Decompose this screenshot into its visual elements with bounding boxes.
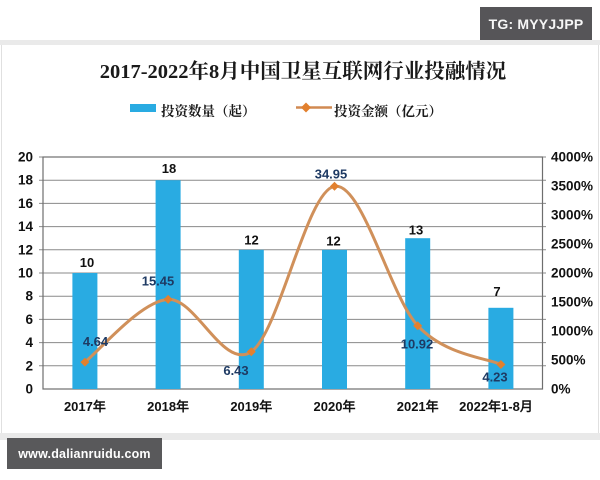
svg-text:3500%: 3500% <box>551 179 593 194</box>
svg-text:2: 2 <box>25 358 33 373</box>
svg-text:10.92: 10.92 <box>401 337 434 352</box>
svg-text:10: 10 <box>80 255 94 270</box>
svg-text:3000%: 3000% <box>551 208 593 223</box>
svg-text:10: 10 <box>18 266 33 281</box>
svg-text:4: 4 <box>25 335 33 350</box>
svg-text:0: 0 <box>25 382 33 397</box>
svg-text:13: 13 <box>409 223 423 238</box>
svg-text:4.23: 4.23 <box>482 370 507 385</box>
svg-text:18: 18 <box>162 161 176 176</box>
svg-text:16: 16 <box>18 196 34 211</box>
svg-text:2022年1-8月: 2022年1-8月 <box>459 399 533 414</box>
svg-text:18: 18 <box>18 173 34 188</box>
svg-text:2020年: 2020年 <box>314 399 356 414</box>
svg-text:12: 12 <box>244 233 258 248</box>
svg-text:2019年: 2019年 <box>230 399 272 414</box>
svg-text:2021年: 2021年 <box>397 399 439 414</box>
svg-text:1000%: 1000% <box>551 324 593 339</box>
svg-text:2500%: 2500% <box>551 237 593 252</box>
svg-text:2018年: 2018年 <box>147 399 189 414</box>
svg-text:2017年: 2017年 <box>64 399 106 414</box>
svg-text:6: 6 <box>25 312 33 327</box>
svg-text:4000%: 4000% <box>551 150 593 165</box>
svg-text:34.95: 34.95 <box>315 167 348 182</box>
svg-text:7: 7 <box>493 284 500 299</box>
svg-text:14: 14 <box>18 219 34 234</box>
svg-text:12: 12 <box>18 242 33 257</box>
svg-text:20: 20 <box>18 150 33 165</box>
svg-text:0%: 0% <box>551 382 571 397</box>
svg-text:1500%: 1500% <box>551 295 593 310</box>
svg-text:4.64: 4.64 <box>83 334 109 349</box>
svg-text:12: 12 <box>326 234 340 249</box>
svg-text:2000%: 2000% <box>551 266 593 281</box>
svg-text:8: 8 <box>25 289 33 304</box>
svg-text:6.43: 6.43 <box>223 363 248 378</box>
svg-text:15.45: 15.45 <box>142 274 175 289</box>
svg-text:500%: 500% <box>551 353 586 368</box>
